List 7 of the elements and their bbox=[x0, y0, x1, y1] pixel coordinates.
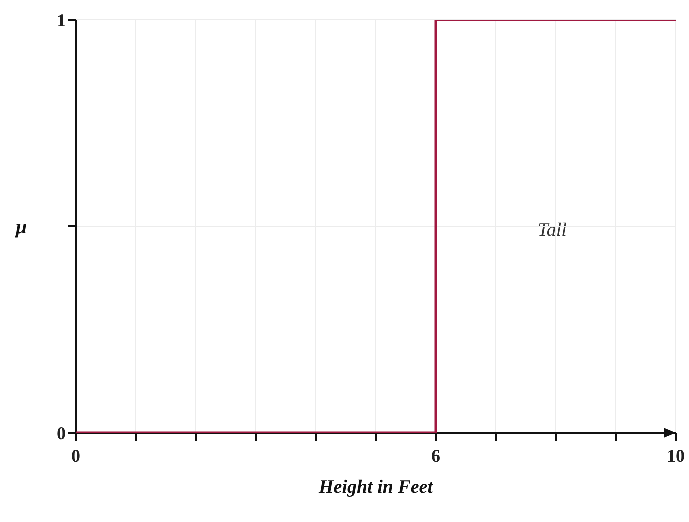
x-axis-title: Height in Feet bbox=[318, 477, 434, 498]
y-axis-title: μ bbox=[15, 216, 28, 239]
y-tick-label: 1 bbox=[57, 10, 66, 30]
annotation: Tall bbox=[538, 220, 567, 242]
x-tick-label: 10 bbox=[667, 446, 685, 466]
x-tick-label: 0 bbox=[72, 446, 80, 466]
x-tick-label: 6 bbox=[432, 446, 440, 466]
